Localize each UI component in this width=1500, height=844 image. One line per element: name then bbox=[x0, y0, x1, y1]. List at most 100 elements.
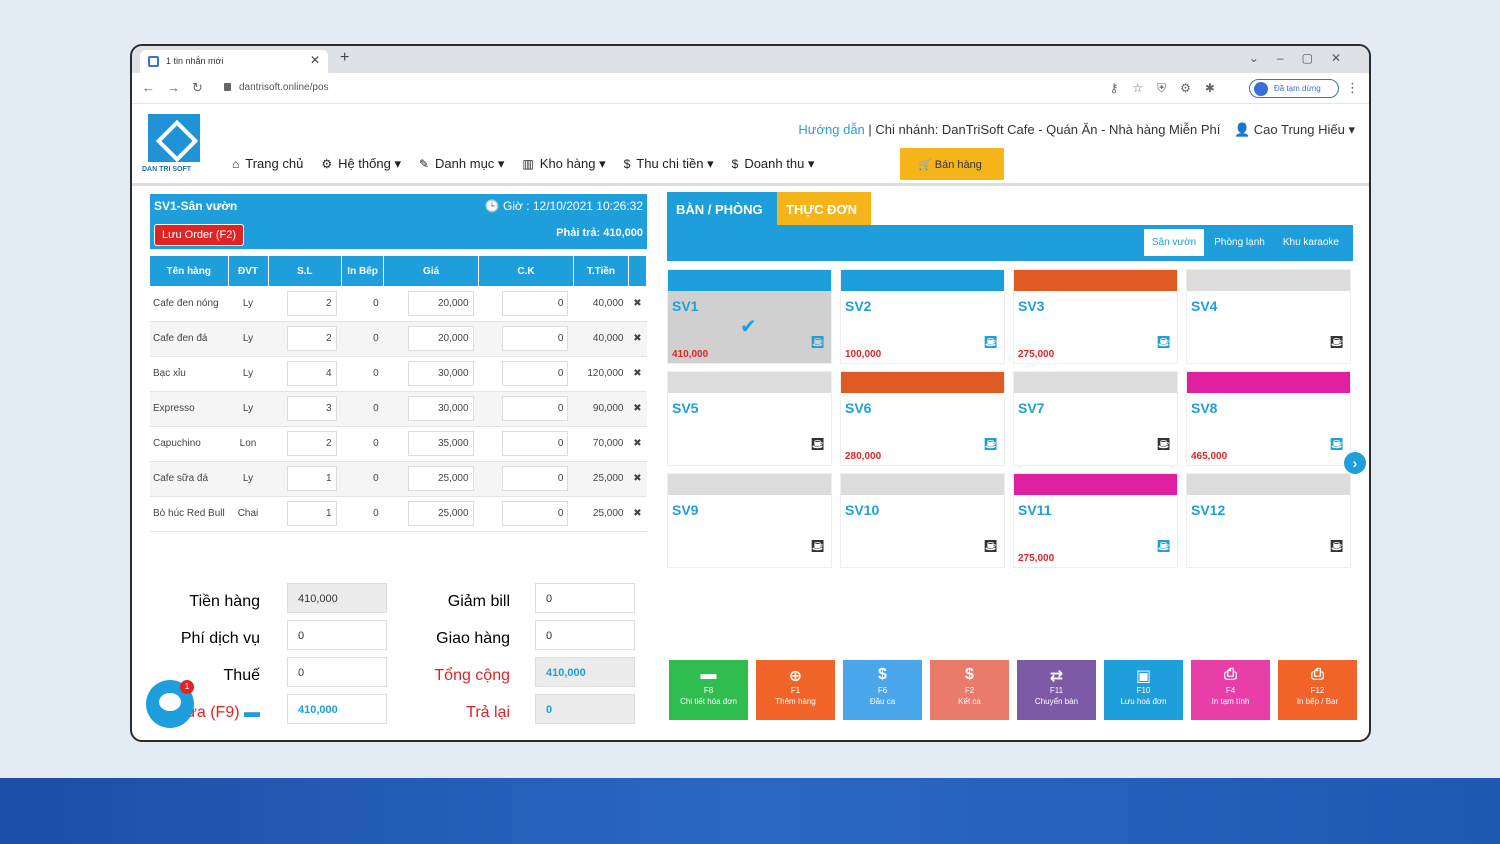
menu-catalog[interactable]: ✎ Danh mục ▾ bbox=[418, 156, 505, 171]
empty-table-icon: ⛾ bbox=[983, 536, 998, 556]
browser-tab[interactable]: 1 tin nhắn mới ✕ bbox=[140, 50, 328, 73]
qty-input[interactable]: 1 bbox=[268, 496, 342, 532]
chat-badge: 1 bbox=[180, 680, 194, 694]
price-input[interactable]: 25,000 bbox=[383, 461, 479, 497]
discount-input[interactable]: 0 bbox=[478, 321, 574, 357]
price-input[interactable]: 25,000 bbox=[383, 496, 479, 532]
print-icon: ⎙ bbox=[1224, 666, 1237, 683]
order-row: Capuchino Lon 2 0 35,000 0 70,000 ✖ bbox=[150, 426, 647, 462]
pause-sync-button[interactable]: Đã tạm dừng bbox=[1249, 79, 1339, 98]
fkey-button[interactable]: ▣ F10 Lưu hoá đơn bbox=[1104, 660, 1183, 720]
table-name: SV10 bbox=[845, 502, 880, 518]
next-page-icon[interactable]: › bbox=[1344, 452, 1366, 474]
menu-kebab-icon[interactable]: ⋮ bbox=[1346, 80, 1359, 95]
zone-cold-room[interactable]: Phòng lạnh bbox=[1214, 237, 1265, 248]
table-card[interactable]: SV5 ⛾ bbox=[667, 371, 832, 466]
discount-input[interactable]: 0 bbox=[478, 356, 574, 392]
qty-input[interactable]: 4 bbox=[268, 356, 342, 392]
delivery-input[interactable]: 0 bbox=[535, 620, 635, 650]
table-card[interactable]: SV9 ⛾ bbox=[667, 473, 832, 568]
fkey-button[interactable]: ⇄ F11 Chuyển bàn bbox=[1017, 660, 1096, 720]
tab-menu[interactable]: THỰC ĐƠN bbox=[777, 192, 871, 225]
zone-karaoke[interactable]: Khu karaoke bbox=[1282, 237, 1339, 248]
discount-input[interactable]: 0 bbox=[478, 426, 574, 462]
qty-input[interactable]: 3 bbox=[268, 391, 342, 427]
tax-input[interactable]: 0 bbox=[287, 657, 387, 687]
brand-logo[interactable] bbox=[148, 114, 200, 162]
delete-item-icon[interactable]: ✖ bbox=[628, 391, 647, 427]
table-amount: 100,000 bbox=[845, 349, 882, 360]
delete-item-icon[interactable]: ✖ bbox=[628, 426, 647, 462]
table-name: SV7 bbox=[1018, 400, 1045, 416]
fkey-button[interactable]: $ F2 Kết ca bbox=[930, 660, 1009, 720]
fkey-button[interactable]: ⊕ F1 Thêm hàng bbox=[756, 660, 835, 720]
kitchen-qty: 0 bbox=[341, 286, 384, 322]
nav-buttons[interactable]: ←→↻ bbox=[142, 80, 215, 95]
table-card[interactable]: SV7 ⛾ bbox=[1013, 371, 1178, 466]
discount-input[interactable]: 0 bbox=[478, 286, 574, 322]
table-amount: 275,000 bbox=[1018, 553, 1055, 564]
discount-input[interactable]: 0 bbox=[478, 461, 574, 497]
price-input[interactable]: 20,000 bbox=[383, 321, 479, 357]
url-field[interactable]: dantrisoft.online/pos bbox=[224, 82, 329, 93]
delete-item-icon[interactable]: ✖ bbox=[628, 286, 647, 322]
qty-input[interactable]: 2 bbox=[268, 286, 342, 322]
bill-discount-input[interactable]: 0 bbox=[535, 583, 635, 613]
discount-input[interactable]: 0 bbox=[478, 391, 574, 427]
fkey-button[interactable]: ⎙ F4 In tạm tính bbox=[1191, 660, 1270, 720]
zone-garden[interactable]: Sân vườn bbox=[1143, 229, 1205, 256]
new-tab-icon[interactable]: + bbox=[340, 49, 350, 66]
table-card[interactable]: SV10 ⛾ bbox=[840, 473, 1005, 568]
menu-system[interactable]: ⚙ Hệ thống ▾ bbox=[321, 156, 401, 171]
extension-icons[interactable]: ⚷☆⛨⚙✱ bbox=[1109, 81, 1229, 95]
table-card[interactable]: SV4 ⛾ bbox=[1186, 269, 1351, 364]
table-card[interactable]: SV2 100,000 ⛾ bbox=[840, 269, 1005, 364]
service-input[interactable]: 0 bbox=[287, 620, 387, 650]
fkey-button[interactable]: ▬ F8 Chi tiết hóa đơn bbox=[669, 660, 748, 720]
delete-item-icon[interactable]: ✖ bbox=[628, 461, 647, 497]
table-card[interactable]: SV11 275,000 ⛾ bbox=[1013, 473, 1178, 568]
delete-item-icon[interactable]: ✖ bbox=[628, 321, 647, 357]
table-name: SV4 bbox=[1191, 298, 1218, 314]
user-menu[interactable]: 👤 Cao Trung Hiếu ▾ bbox=[1233, 122, 1355, 137]
order-row: Cafe sữa đá Ly 1 0 25,000 0 25,000 ✖ bbox=[150, 461, 647, 497]
column-header: T.Tiền bbox=[573, 256, 630, 286]
delete-item-icon[interactable]: ✖ bbox=[628, 496, 647, 532]
bill-discount-label: Giảm bill bbox=[447, 593, 510, 610]
guide-link[interactable]: Hướng dẫn bbox=[798, 122, 865, 137]
fkey-label: Kết ca bbox=[958, 697, 981, 706]
table-card[interactable]: SV8 465,000 ⛾ bbox=[1186, 371, 1351, 466]
sell-button[interactable]: 🛒 Bán hàng bbox=[900, 148, 1004, 180]
price-input[interactable]: 30,000 bbox=[383, 391, 479, 427]
close-tab-icon[interactable]: ✕ bbox=[309, 53, 320, 67]
discount-input[interactable]: 0 bbox=[478, 496, 574, 532]
paid-input[interactable]: 410,000 bbox=[287, 694, 387, 724]
menu-revenue[interactable]: $ Doanh thu ▾ bbox=[731, 156, 815, 171]
fkey-button[interactable]: $ F6 Đầu ca bbox=[843, 660, 922, 720]
price-input[interactable]: 35,000 bbox=[383, 426, 479, 462]
table-card[interactable]: SV6 280,000 ⛾ bbox=[840, 371, 1005, 466]
chat-bubble-button[interactable]: 1 bbox=[146, 680, 194, 728]
fkey-button[interactable]: ⎙ F12 In bếp / Bar bbox=[1278, 660, 1357, 720]
top-info: Hướng dẫn | Chi nhánh: DanTriSoft Cafe -… bbox=[798, 122, 1355, 137]
menu-cashflow[interactable]: $ Thu chi tiền ▾ bbox=[623, 156, 714, 171]
price-input[interactable]: 30,000 bbox=[383, 356, 479, 392]
qty-input[interactable]: 2 bbox=[268, 426, 342, 462]
qty-input[interactable]: 1 bbox=[268, 461, 342, 497]
order-table-name: SV1-Sân vườn bbox=[154, 199, 238, 213]
table-card[interactable]: SV12 ⛾ bbox=[1186, 473, 1351, 568]
tab-rooms[interactable]: BÀN / PHÒNG bbox=[667, 192, 777, 225]
line-total: 70,000 bbox=[573, 426, 629, 462]
save-order-button[interactable]: Lưu Order (F2) bbox=[154, 224, 244, 246]
menu-warehouse[interactable]: ▥ Kho hàng ▾ bbox=[522, 156, 606, 171]
main-menu: ⌂ Trang chủ ⚙ Hệ thống ▾ ✎ Danh mục ▾ ▥ Kho … bbox=[232, 156, 814, 172]
window-controls[interactable]: ⌄–▢✕ bbox=[1248, 51, 1359, 65]
table-card[interactable]: SV3 275,000 ⛾ bbox=[1013, 269, 1178, 364]
item-unit: Ly bbox=[228, 286, 268, 322]
table-card[interactable]: SV1 410,000 ✔ ⛾ bbox=[667, 269, 832, 364]
delete-item-icon[interactable]: ✖ bbox=[628, 356, 647, 392]
price-input[interactable]: 20,000 bbox=[383, 286, 479, 322]
menu-home[interactable]: ⌂ Trang chủ bbox=[232, 156, 304, 171]
table-status-strip bbox=[668, 474, 831, 495]
qty-input[interactable]: 2 bbox=[268, 321, 342, 357]
